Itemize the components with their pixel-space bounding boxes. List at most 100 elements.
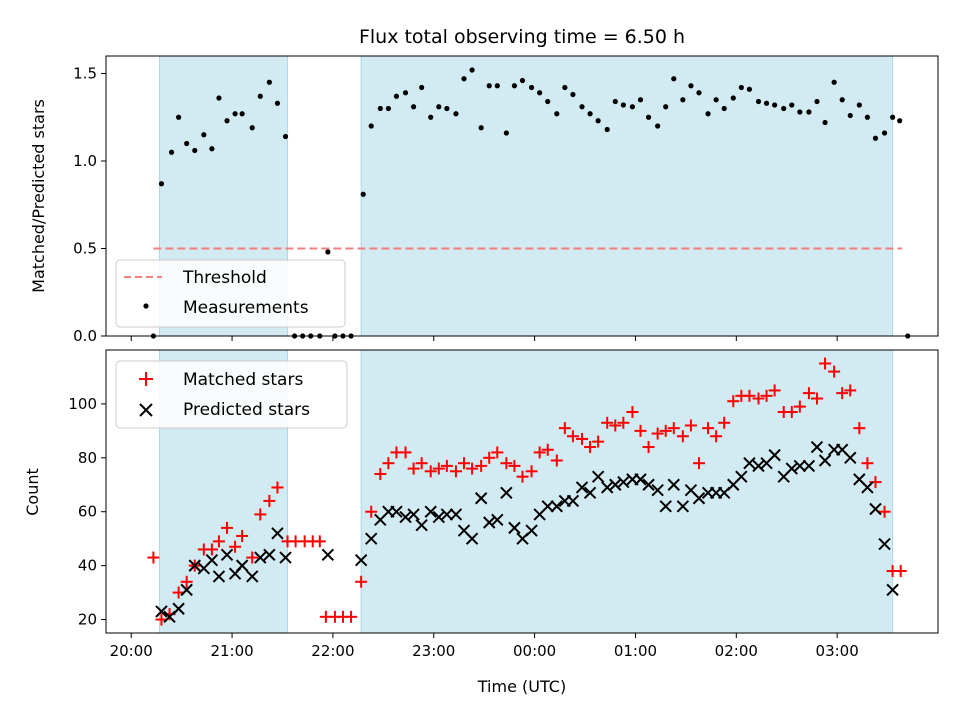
y-tick-label: 100 <box>68 395 97 413</box>
matched-point <box>844 384 857 397</box>
predicted-point <box>180 583 193 597</box>
predicted-point <box>566 494 580 508</box>
measurement-point <box>663 104 669 110</box>
measurement-point <box>176 114 182 120</box>
predicted-point <box>263 548 276 562</box>
observing-window <box>360 349 894 634</box>
matched-point <box>432 462 445 475</box>
measurement-point <box>864 114 871 120</box>
measurement-point <box>890 114 896 120</box>
predicted-point <box>235 559 249 572</box>
bottom-panel-frame <box>105 349 939 634</box>
measurement-point <box>721 105 727 112</box>
measurement-point <box>478 125 484 131</box>
matched-point <box>659 424 672 437</box>
matched-point <box>617 416 630 429</box>
measurement-point <box>705 111 711 117</box>
measurement-point <box>184 140 190 147</box>
measurement-point <box>436 104 442 110</box>
x-tick-label: 00:00 <box>513 642 556 660</box>
matched-point <box>440 459 453 472</box>
predicted-point <box>440 508 454 521</box>
matched-point <box>541 443 554 456</box>
measurement-point <box>755 98 762 105</box>
matched-point <box>861 457 874 470</box>
top-panel: 0.0 0.5 1.0 1.5 Matched/Predicted stars Thr… <box>29 55 939 345</box>
measurement-point <box>494 83 500 89</box>
matched-point <box>500 457 513 470</box>
measurement-point <box>428 114 434 120</box>
measurement-point <box>201 132 207 138</box>
chart-title: Flux total observing time = 6.50 h <box>359 26 685 48</box>
predicted-point <box>246 570 259 583</box>
measurement-point <box>730 95 736 101</box>
measurement-point <box>519 77 526 84</box>
measurement-point <box>360 191 366 197</box>
measurement-point <box>856 102 862 108</box>
predicted-point <box>465 532 479 545</box>
matched-point <box>768 384 781 397</box>
predicted-point <box>541 500 554 513</box>
predicted-point <box>172 602 185 615</box>
legend-measurement-swatch <box>143 303 149 309</box>
predicted-point <box>474 492 488 505</box>
predicted-point <box>659 500 672 513</box>
measurement-point <box>696 90 702 96</box>
predicted-point <box>810 440 824 454</box>
matched-point <box>236 529 249 542</box>
x-tick-label: 21:00 <box>210 642 253 660</box>
matched-point <box>525 465 538 478</box>
measurement-point <box>562 84 568 91</box>
bottom-panel-legend: Matched stars Predicted stars <box>115 360 348 429</box>
matched-point <box>692 457 705 470</box>
matched-point <box>676 430 689 443</box>
top-panel-points <box>150 67 911 339</box>
predicted-point <box>743 456 756 470</box>
matched-point <box>752 392 765 405</box>
predicted-point <box>642 478 655 491</box>
matched-point <box>853 422 866 435</box>
predicted-point <box>483 516 496 529</box>
matched-point <box>878 505 891 518</box>
x-axis-label: Time (UTC) <box>477 677 566 696</box>
matched-point <box>449 465 462 478</box>
matched-point <box>894 565 907 578</box>
predicted-point <box>752 459 765 473</box>
predicted-point <box>861 481 874 494</box>
legend-matched-swatch <box>139 372 153 386</box>
measurement-point <box>595 118 601 124</box>
measurement-point <box>385 105 391 112</box>
matched-point <box>718 416 731 429</box>
measurement-point <box>881 130 888 136</box>
predicted-point <box>525 524 538 537</box>
predicted-point <box>365 532 378 545</box>
measurement-point <box>554 111 560 117</box>
predicted-point <box>575 481 589 494</box>
measurement-point <box>368 123 374 129</box>
measurement-point <box>377 105 383 112</box>
measurement-point <box>604 126 610 133</box>
predicted-point <box>634 473 647 486</box>
predicted-point <box>424 505 437 518</box>
measurement-point <box>897 118 903 124</box>
measurement-point <box>249 125 255 131</box>
predicted-point <box>869 502 882 516</box>
x-tick-label: 01:00 <box>614 642 657 660</box>
x-tick-label: 20:00 <box>110 642 153 660</box>
matched-point <box>355 575 368 588</box>
matched-point <box>710 430 723 443</box>
measurement-point <box>282 133 289 140</box>
predicted-point <box>886 583 899 597</box>
predicted-point <box>692 492 706 505</box>
bottom-panel-ylabel: Count <box>23 468 42 516</box>
matched-point <box>584 441 597 454</box>
y-tick-label: 0.5 <box>73 240 97 258</box>
matched-point <box>819 357 832 370</box>
legend-box <box>115 259 346 328</box>
measurement-point <box>274 100 281 106</box>
matched-point <box>802 387 815 400</box>
bottom-panel: 20 40 60 80 100 20:00 21:00 22:00 23:00 00:00 01:0… <box>23 349 939 696</box>
matched-point <box>212 535 225 548</box>
measurement-point <box>629 104 636 110</box>
predicted-point <box>321 548 335 562</box>
